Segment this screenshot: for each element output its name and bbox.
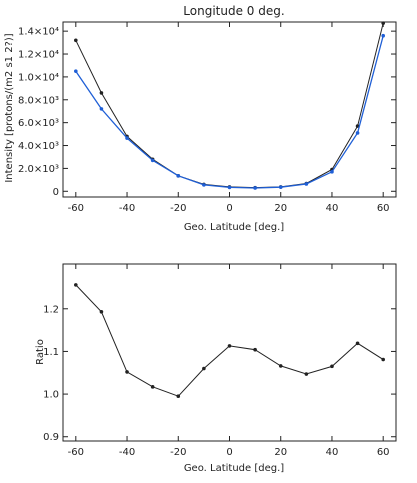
intensity-series (74, 21, 385, 190)
ratio-data-point (150, 385, 155, 389)
intensity-data-point (278, 185, 283, 189)
intensity-x-tick-label: 40 (326, 203, 339, 214)
ratio-data-point (355, 341, 360, 346)
intensity-x-tick-label: 20 (274, 203, 287, 214)
intensity-y-axis-label: Intensity [protons/(m2 s1 2?)] (4, 33, 15, 182)
ratio-data-point (381, 357, 385, 362)
chart-title: Longitude 0 deg. (183, 4, 284, 18)
ratio-y-ticks: 0.9 1.0 1.1 1.2 (43, 304, 396, 443)
intensity-y-tick-label: 1.2×10⁴ (18, 50, 59, 61)
intensity-x-tick-label: -60 (68, 203, 84, 214)
intensity-x-tick-label: -40 (119, 203, 135, 214)
intensity-y-tick-label: 4.0×10³ (18, 141, 59, 152)
ratio-data-point (278, 364, 283, 368)
ratio-x-tick-label: -60 (68, 447, 84, 458)
intensity-data-point (381, 33, 385, 38)
ratio-y-tick-label: 1.0 (43, 390, 59, 401)
ratio-plot-frame (62, 263, 397, 442)
intensity-y-tick-label: 8.0×10³ (18, 95, 59, 106)
intensity-data-point (150, 158, 155, 163)
intensity-y-tick-label: 6.0×10³ (18, 118, 59, 129)
intensity-data-point (202, 183, 206, 187)
ratio-x-ticks: -60 -40 -20 0 20 40 60 (68, 264, 390, 458)
intensity-y-tick-label: 1.4×10⁴ (18, 27, 59, 38)
intensity-data-point (304, 182, 309, 186)
intensity-x-tick-label: 60 (377, 203, 390, 214)
intensity-y-tick-label: 0 (53, 187, 59, 198)
intensity-data-point (227, 185, 232, 190)
ratio-data-point (227, 344, 232, 348)
ratio-y-tick-label: 1.2 (43, 304, 59, 315)
ratio-data-point (99, 309, 104, 314)
intensity-data-point (330, 170, 334, 174)
intensity-x-axis-label: Geo. Latitude [deg.] (184, 222, 284, 233)
intensity-x-tick-label: -20 (170, 203, 186, 214)
ratio-data-point (125, 370, 129, 374)
ratio-data-point (202, 366, 206, 371)
intensity-data-point (99, 107, 104, 111)
intensity-data-point (99, 91, 104, 95)
intensity-data-point (176, 174, 181, 178)
ratio-y-axis-label: Ratio (35, 339, 46, 365)
ratio-x-tick-label: 20 (274, 447, 287, 458)
ratio-x-tick-label: 40 (326, 447, 339, 458)
ratio-x-tick-label: -20 (170, 447, 186, 458)
ratio-data-point (304, 372, 309, 376)
intensity-data-point (74, 69, 78, 73)
intensity-panel: Longitude 0 deg. -60 -40 -20 0 20 40 60 0 2.0×1… (4, 4, 397, 233)
intensity-y-ticks: 0 2.0×10³ 4.0×10³ 6.0×10³ 8.0×10³ 1.0×10⁴ 1.2×… (18, 27, 396, 198)
intensity-data-point (381, 21, 385, 25)
ratio-x-tick-label: 0 (226, 447, 232, 458)
intensity-y-tick-label: 1.0×10⁴ (18, 72, 59, 83)
intensity-data-point (125, 136, 129, 140)
intensity-data-point (355, 131, 360, 135)
intensity-data-point (253, 186, 257, 190)
ratio-data-point (330, 364, 334, 369)
ratio-data-point (253, 347, 257, 352)
ratio-series-line (75, 284, 384, 397)
ratio-x-tick-label: -40 (119, 447, 135, 458)
ratio-y-tick-label: 0.9 (43, 432, 59, 443)
ratio-data-point (176, 394, 181, 399)
ratio-panel: -60 -40 -20 0 20 40 60 0.9 1.0 1.1 1.2 Geo. Latit… (35, 263, 397, 474)
ratio-series (74, 283, 385, 399)
intensity-plot-frame (62, 21, 397, 198)
intensity-x-ticks: -60 -40 -20 0 20 40 60 (68, 22, 390, 214)
ratio-data-point (74, 283, 78, 287)
ratio-y-tick-label: 1.1 (43, 347, 59, 358)
intensity-x-tick-label: 0 (226, 203, 232, 214)
ratio-x-tick-label: 60 (377, 447, 390, 458)
intensity-series-line (75, 35, 384, 189)
intensity-data-point (74, 38, 78, 43)
ratio-x-axis-label: Geo. Latitude [deg.] (184, 463, 284, 474)
intensity-y-tick-label: 2.0×10³ (18, 164, 59, 175)
intensity-data-point (355, 124, 360, 128)
